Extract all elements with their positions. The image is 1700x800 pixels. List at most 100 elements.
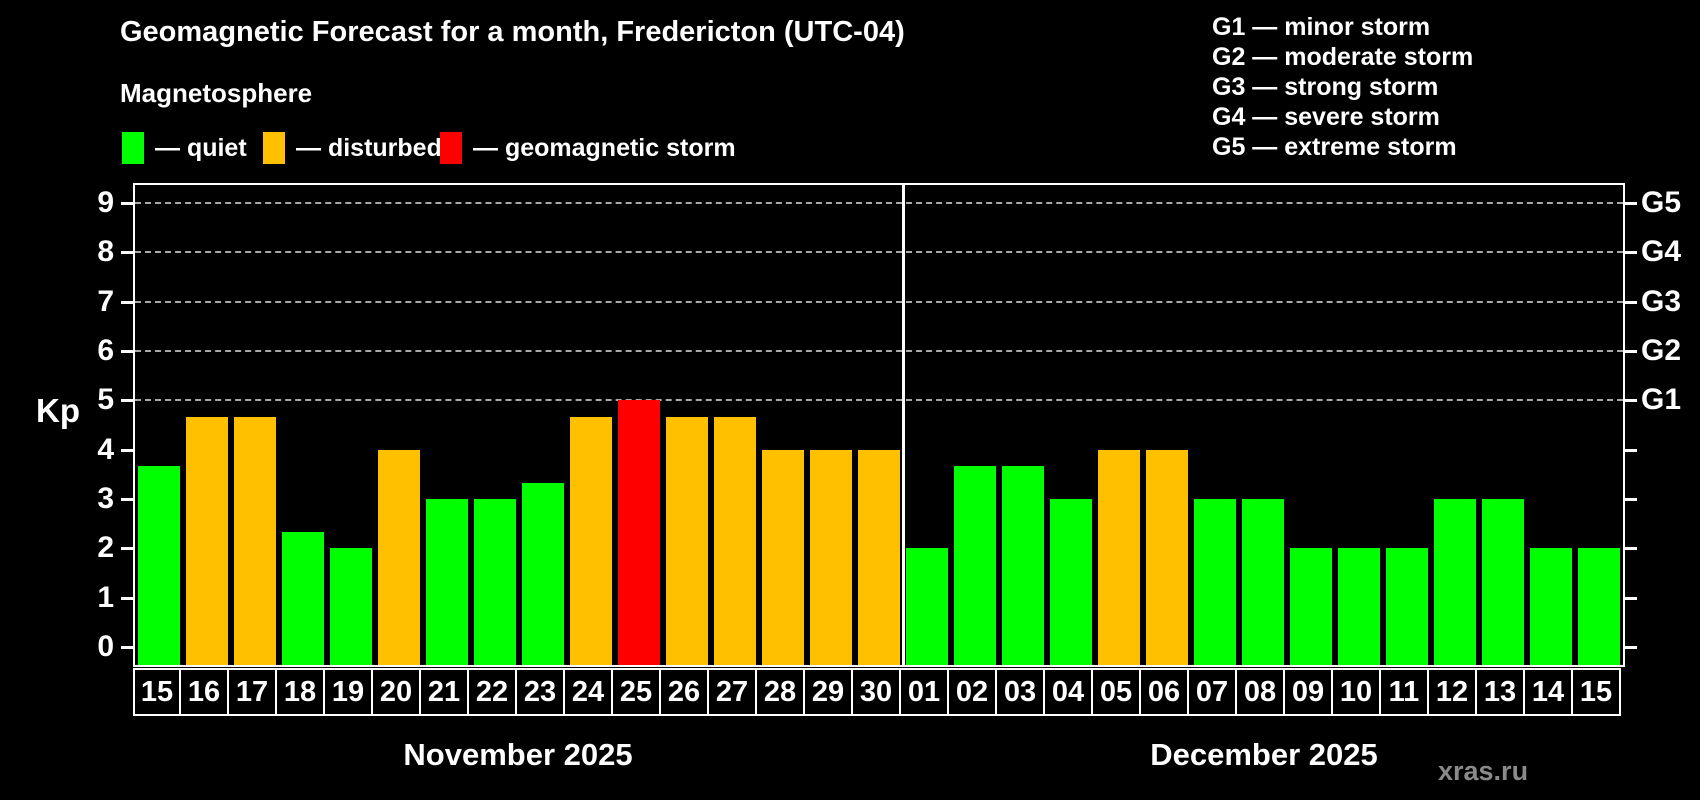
y-axis-tick-4: [121, 448, 133, 452]
y-axis-tick-label-0: 0: [97, 630, 114, 663]
kp-bar-day-21: [426, 499, 468, 665]
g-scale-legend: G1 — minor storm G2 — moderate storm G3 …: [1212, 12, 1473, 162]
kp-bar-day-02: [954, 465, 996, 665]
kp-bar-day-19: [330, 548, 372, 665]
day-label-01-dec: 01: [901, 668, 949, 716]
y-axis-tick-0: [121, 646, 133, 649]
right-axis-tick-6: [1625, 350, 1637, 354]
month-separator-line: [901, 185, 905, 665]
chart-subtitle: Magnetosphere: [120, 78, 313, 108]
disturbed-color-swatch: [263, 132, 285, 164]
month-label-december: December 2025: [1150, 737, 1378, 772]
kp-bar-day-23: [522, 482, 564, 665]
day-label-17-nov: 17: [229, 668, 277, 716]
day-label-09-dec: 09: [1285, 668, 1333, 716]
right-axis-tick-2: [1625, 547, 1637, 551]
page-title: Geomagnetic Forecast for a month, Freder…: [120, 16, 905, 48]
right-axis-tick-8: [1625, 251, 1637, 255]
day-label-03-dec: 03: [997, 668, 1045, 716]
g-legend-g4: G4 — severe storm: [1212, 103, 1440, 131]
kp-bar-day-27: [714, 416, 756, 665]
y-axis-tick-label-3: 3: [97, 482, 114, 515]
kp-bar-day-17: [234, 416, 276, 665]
kp-bar-day-26: [666, 416, 708, 665]
y-axis-tick-label-6: 6: [97, 334, 114, 368]
kp-bar-day-28: [762, 449, 804, 665]
day-label-20-nov: 20: [373, 668, 421, 716]
y-axis-tick-3: [121, 498, 133, 501]
g-legend-g2: G2 — moderate storm: [1212, 43, 1474, 71]
gridline-kp5: [135, 399, 1623, 402]
day-label-19-nov: 19: [325, 668, 373, 716]
day-label-24-nov: 24: [565, 668, 613, 716]
kp-bar-day-22: [474, 499, 516, 665]
right-axis-label-g5: G5: [1641, 186, 1682, 220]
kp-bar-day-03: [1002, 465, 1044, 665]
right-axis-tick-1: [1625, 596, 1637, 600]
kp-bar-day-13: [1482, 499, 1524, 665]
legend-label-storm: — geomagnetic storm: [473, 134, 736, 162]
g-legend-g5: G5 — extreme storm: [1212, 133, 1457, 161]
day-label-11-dec: 11: [1381, 668, 1429, 716]
storm-color-swatch: [440, 132, 462, 164]
y-axis-tick-1: [121, 596, 133, 600]
y-axis-tick-2: [121, 547, 133, 551]
legend-label-quiet: — quiet: [155, 134, 247, 162]
day-label-23-nov: 23: [517, 668, 565, 716]
day-label-28-nov: 28: [757, 668, 805, 716]
day-label-21-nov: 21: [421, 668, 469, 716]
kp-bar-day-10: [1338, 548, 1380, 665]
day-label-14-dec: 14: [1525, 668, 1573, 716]
right-axis-label-g2: G2: [1641, 334, 1682, 368]
day-label-06-dec: 06: [1141, 668, 1189, 716]
y-axis-tick-8: [121, 251, 133, 255]
day-labels-row: 15 16 17 18 19 20 21 22 23 24 25 26 27 28 29 30 01 02 03 04…: [133, 668, 1625, 716]
right-axis-tick-7: [1625, 300, 1637, 304]
kp-bar-day-20: [378, 449, 420, 665]
kp-bar-day-15: [1578, 548, 1620, 665]
day-label-29-nov: 29: [805, 668, 853, 716]
day-label-10-dec: 10: [1333, 668, 1381, 716]
kp-bar-day-05: [1098, 449, 1140, 665]
right-axis-label-g4: G4: [1641, 235, 1682, 269]
y-axis-tick-5: [121, 399, 133, 403]
day-label-18-nov: 18: [277, 668, 325, 716]
g-legend-g3: G3 — strong storm: [1212, 73, 1439, 101]
kp-bar-day-16: [186, 416, 228, 665]
y-axis-tick-label-2: 2: [97, 531, 114, 565]
kp-bar-day-25: [618, 400, 660, 665]
y-axis-tick-9: [121, 202, 133, 206]
kp-bar-day-08: [1242, 499, 1284, 665]
month-label-november: November 2025: [403, 737, 633, 772]
right-axis-tick-0: [1625, 646, 1637, 649]
day-label-30-nov: 30: [853, 668, 901, 716]
kp-bar-day-14: [1530, 548, 1572, 665]
kp-bar-day-01: [906, 548, 948, 665]
quiet-color-swatch: [122, 132, 144, 164]
kp-bar-day-04: [1050, 499, 1092, 665]
y-axis-tick-label-7: 7: [97, 284, 114, 318]
gridline-kp7: [135, 300, 1623, 303]
y-axis-tick-label-5: 5: [97, 383, 114, 417]
kp-bar-day-06: [1146, 449, 1188, 665]
day-label-12-dec: 12: [1429, 668, 1477, 716]
kp-bar-day-11: [1386, 548, 1428, 665]
day-label-08-dec: 08: [1237, 668, 1285, 716]
right-axis-tick-5: [1625, 399, 1637, 403]
day-label-04-dec: 04: [1045, 668, 1093, 716]
right-axis-tick-4: [1625, 448, 1637, 452]
y-axis-tick-label-1: 1: [97, 580, 114, 614]
legend-item-disturbed: [263, 132, 285, 166]
y-axis-tick-label-4: 4: [97, 432, 114, 466]
watermark: xras.ru: [1438, 756, 1529, 786]
gridline-kp8: [135, 251, 1623, 254]
y-axis-tick-7: [121, 300, 133, 304]
kp-bar-day-12: [1434, 499, 1476, 665]
kp-bar-day-09: [1290, 548, 1332, 665]
right-axis-label-g3: G3: [1641, 284, 1682, 318]
y-axis-label: Kp: [36, 392, 80, 429]
kp-bar-day-24: [570, 416, 612, 665]
g-legend-g1: G1 — minor storm: [1212, 13, 1431, 41]
day-label-16-nov: 16: [181, 668, 229, 716]
